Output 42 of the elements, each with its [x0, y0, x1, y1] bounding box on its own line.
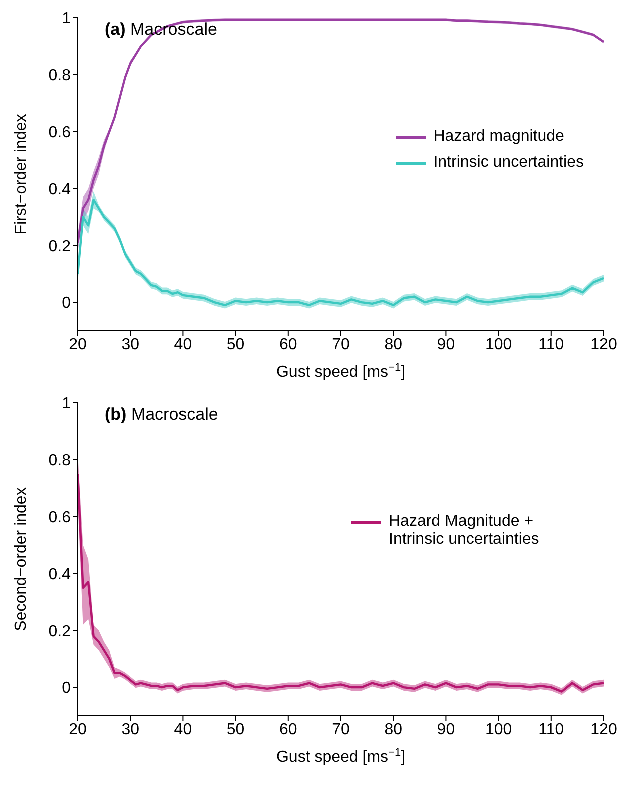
- x-tick-label: 120: [590, 721, 618, 738]
- y-tick-label: 0.4: [48, 566, 72, 584]
- legend-label: Intrinsic uncertainties: [434, 154, 584, 172]
- x-tick-label: 20: [69, 336, 87, 354]
- x-tick-label: 110: [538, 721, 564, 738]
- x-tick-label: 100: [485, 721, 512, 738]
- y-tick-label: 0: [62, 295, 72, 312]
- x-tick-label: 40: [174, 721, 192, 738]
- x-tick-label: 80: [384, 336, 403, 354]
- x-axis-title: Gust speed [ms$^{−1}$]: [276, 362, 406, 381]
- y-tick-label: 0: [62, 680, 72, 698]
- y-tick-label: 0.6: [48, 510, 72, 526]
- x-tick-label: 120: [590, 336, 618, 354]
- y-tick-label: 0.2: [48, 623, 72, 640]
- x-tick-label: 70: [332, 336, 350, 354]
- x-tick-label: 30: [122, 721, 140, 738]
- x-tick-label: 50: [226, 721, 245, 738]
- x-tick-label: 70: [332, 721, 350, 738]
- legend-label: Hazard Magnitude + Intrinsic uncertainties: [389, 513, 540, 549]
- y-axis-title: Second−order index: [13, 488, 30, 632]
- legend-label: Hazard magnitude: [434, 128, 564, 146]
- y-tick-label: 0.8: [48, 68, 72, 85]
- x-tick-label: 60: [280, 336, 298, 354]
- x-tick-label: 100: [485, 336, 512, 354]
- y-tick-label: 0.2: [48, 238, 72, 256]
- x-tick-label: 90: [437, 336, 456, 354]
- y-tick-label: 0.6: [48, 124, 72, 142]
- x-tick-label: 30: [122, 336, 140, 354]
- chart-title: (b) Macroscale: [105, 405, 218, 425]
- y-tick-label: 1: [62, 396, 72, 413]
- x-tick-label: 80: [384, 721, 403, 738]
- y-axis-title: First−order index: [13, 114, 30, 235]
- x-tick-label: 90: [437, 721, 456, 738]
- y-tick-label: 1: [62, 10, 72, 28]
- x-axis-title: Gust speed [ms$^{−1}$]: [276, 747, 406, 766]
- y-tick-label: 0.8: [48, 452, 72, 470]
- x-tick-label: 40: [174, 336, 192, 354]
- x-tick-label: 60: [280, 721, 298, 738]
- x-tick-label: 50: [226, 336, 245, 354]
- x-tick-label: 20: [69, 721, 87, 738]
- y-tick-label: 0.4: [48, 181, 72, 198]
- x-tick-label: 110: [538, 336, 564, 354]
